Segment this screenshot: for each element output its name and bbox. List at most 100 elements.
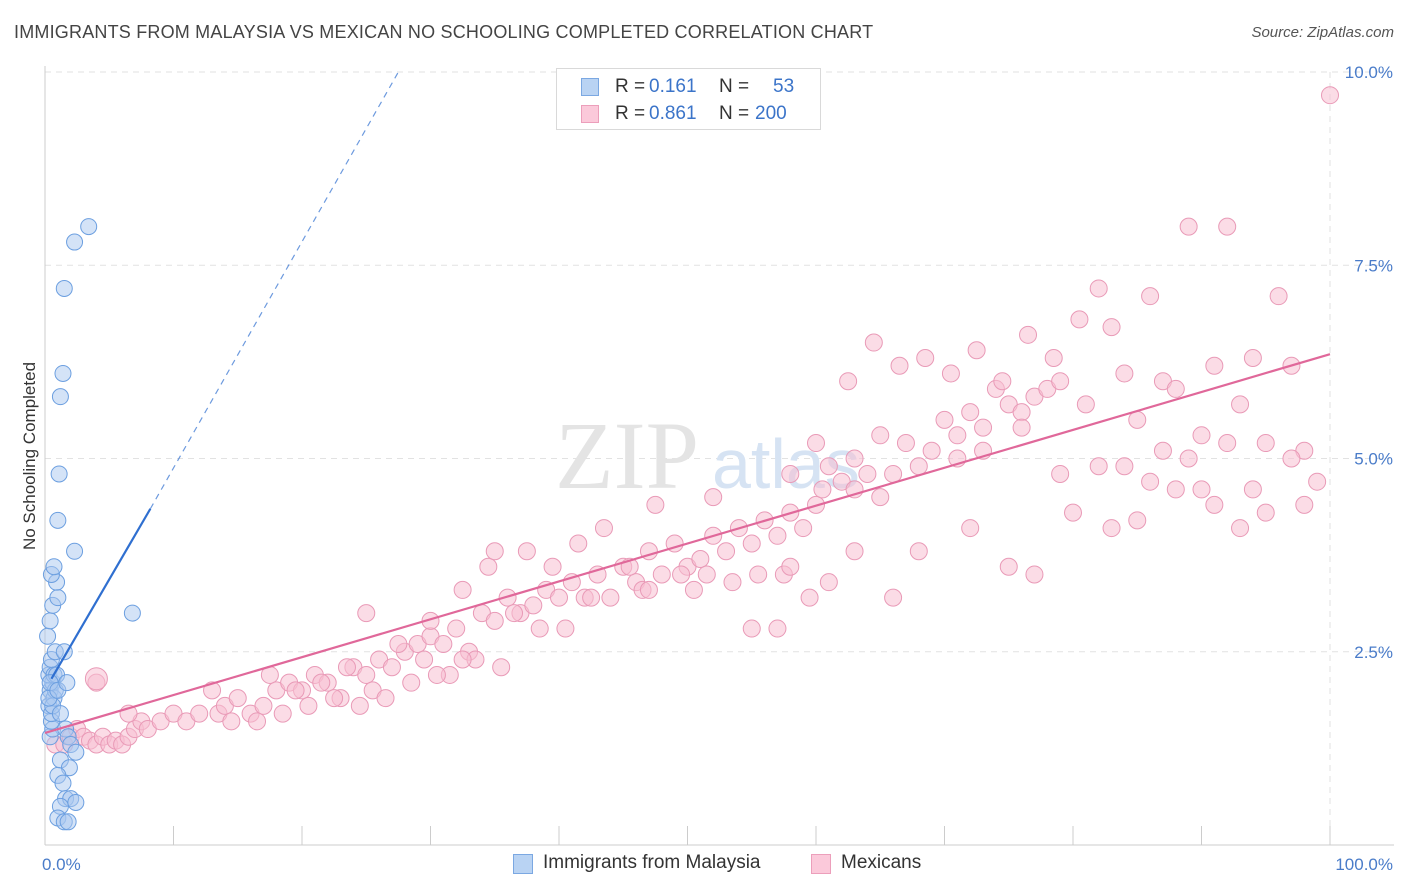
mexicans-point bbox=[890, 356, 909, 375]
y-tick-label: 10.0% bbox=[1345, 63, 1393, 82]
mexicans-point bbox=[839, 372, 858, 391]
mexicans-point bbox=[800, 588, 819, 607]
mexicans-point bbox=[768, 526, 787, 545]
mexicans-point bbox=[845, 449, 864, 468]
mexicans-point bbox=[524, 596, 543, 615]
mexicans-point bbox=[909, 457, 928, 476]
mexicans-point bbox=[1179, 217, 1198, 236]
mexicans-point bbox=[479, 557, 498, 576]
mexicans-point bbox=[652, 565, 671, 584]
bottom-swatch-mexicans bbox=[811, 854, 831, 874]
x-tick-label-min: 0.0% bbox=[42, 855, 81, 874]
mexicans-point bbox=[794, 519, 813, 538]
mexicans-point bbox=[517, 542, 536, 561]
mexicans-point bbox=[254, 696, 273, 715]
malaysia-point bbox=[58, 674, 76, 692]
mexicans-point bbox=[1231, 395, 1250, 414]
malaysia-point bbox=[67, 793, 85, 811]
malaysia-point bbox=[49, 511, 67, 529]
mexicans-point bbox=[871, 488, 890, 507]
legend-r-value: 0.161 bbox=[649, 76, 697, 97]
legend-n-value: 200 bbox=[755, 103, 787, 124]
mexicans-point bbox=[1025, 565, 1044, 584]
malaysia-point bbox=[39, 627, 57, 645]
mexicans-point bbox=[427, 665, 446, 684]
mexicans-point bbox=[1044, 349, 1063, 368]
mexicans-point bbox=[639, 580, 658, 599]
chart-source: Source: ZipAtlas.com bbox=[1251, 24, 1394, 41]
malaysia-point bbox=[66, 233, 84, 251]
legend-n-label: N = bbox=[719, 76, 750, 97]
mexicans-point bbox=[1128, 410, 1147, 429]
legend-r-value: 0.861 bbox=[649, 103, 697, 124]
mexicans-point bbox=[286, 681, 305, 700]
mexicans-trend-line bbox=[44, 353, 1331, 734]
mexicans-point bbox=[1089, 279, 1108, 298]
mexicans-point bbox=[896, 434, 915, 453]
mexicans-point bbox=[582, 588, 601, 607]
legend-row-mexicans: R = 0.861 N = 200 bbox=[557, 101, 820, 127]
mexicans-point bbox=[434, 635, 453, 654]
mexicans-point bbox=[222, 712, 241, 731]
mexicans-point bbox=[922, 441, 941, 460]
mexicans-point bbox=[1256, 503, 1275, 522]
mexicans-point bbox=[948, 426, 967, 445]
mexicans-point bbox=[1166, 379, 1185, 398]
legend-n-value: 53 bbox=[773, 76, 795, 97]
mexicans-point bbox=[1076, 395, 1095, 414]
mexicans-point bbox=[1089, 457, 1108, 476]
mexicans-point bbox=[1141, 472, 1160, 491]
mexicans-point bbox=[1321, 86, 1339, 105]
mexicans-point bbox=[569, 534, 588, 553]
mexicans-point bbox=[84, 667, 108, 691]
mexicans-point bbox=[325, 689, 344, 708]
mexicans-point bbox=[884, 464, 903, 483]
mexicans-point bbox=[884, 588, 903, 607]
mexicans-point bbox=[389, 635, 408, 654]
malaysia-point bbox=[50, 465, 68, 483]
mexicans-point bbox=[1064, 503, 1082, 522]
mexicans-point bbox=[447, 619, 466, 638]
mexicans-point bbox=[941, 364, 960, 383]
malaysia-point bbox=[67, 743, 85, 761]
mexicans-point bbox=[1231, 519, 1250, 538]
mexicans-point bbox=[717, 542, 736, 561]
mexicans-point bbox=[935, 410, 954, 429]
mexicans-point bbox=[1166, 480, 1185, 499]
chart-title: IMMIGRANTS FROM MALAYSIA VS MEXICAN NO S… bbox=[14, 22, 874, 42]
mexicans-point bbox=[1070, 310, 1089, 329]
mexicans-point bbox=[228, 689, 247, 708]
mexicans-point bbox=[858, 464, 877, 483]
mexicans-point bbox=[1282, 449, 1301, 468]
mexicans-point bbox=[550, 588, 568, 607]
watermark-atlas: atlas bbox=[712, 425, 860, 503]
mexicans-point bbox=[1218, 217, 1237, 236]
mexicans-point bbox=[1295, 495, 1314, 514]
malaysia-point bbox=[51, 388, 69, 406]
malaysia-point bbox=[59, 813, 77, 831]
mexicans-point bbox=[415, 650, 434, 669]
mexicans-point bbox=[1243, 480, 1262, 499]
legend-n-label: N = bbox=[719, 103, 750, 124]
mexicans-point bbox=[974, 418, 993, 437]
malaysia-point bbox=[123, 604, 141, 622]
mexicans-point bbox=[1012, 403, 1031, 422]
mexicans-point bbox=[1205, 495, 1224, 514]
y-tick-label: 7.5% bbox=[1354, 256, 1393, 275]
stats-legend: R = 0.161 N = 53 R = 0.861 N = 200 bbox=[556, 68, 821, 130]
mexicans-point bbox=[807, 434, 825, 453]
mexicans-point bbox=[909, 542, 928, 561]
mexicans-point bbox=[864, 333, 883, 352]
mexicans-point bbox=[453, 580, 472, 599]
mexicans-point bbox=[1115, 364, 1134, 383]
legend-row-malaysia: R = 0.161 N = 53 bbox=[557, 74, 820, 100]
malaysia-trend-line bbox=[50, 508, 152, 680]
malaysia-point bbox=[45, 558, 63, 576]
mexicans-point bbox=[337, 658, 356, 677]
mexicans-point bbox=[1256, 434, 1275, 453]
malaysia-point bbox=[55, 279, 73, 297]
mexicans-point bbox=[1012, 418, 1031, 437]
mexicans-point bbox=[1115, 457, 1134, 476]
mexicans-point bbox=[601, 588, 620, 607]
